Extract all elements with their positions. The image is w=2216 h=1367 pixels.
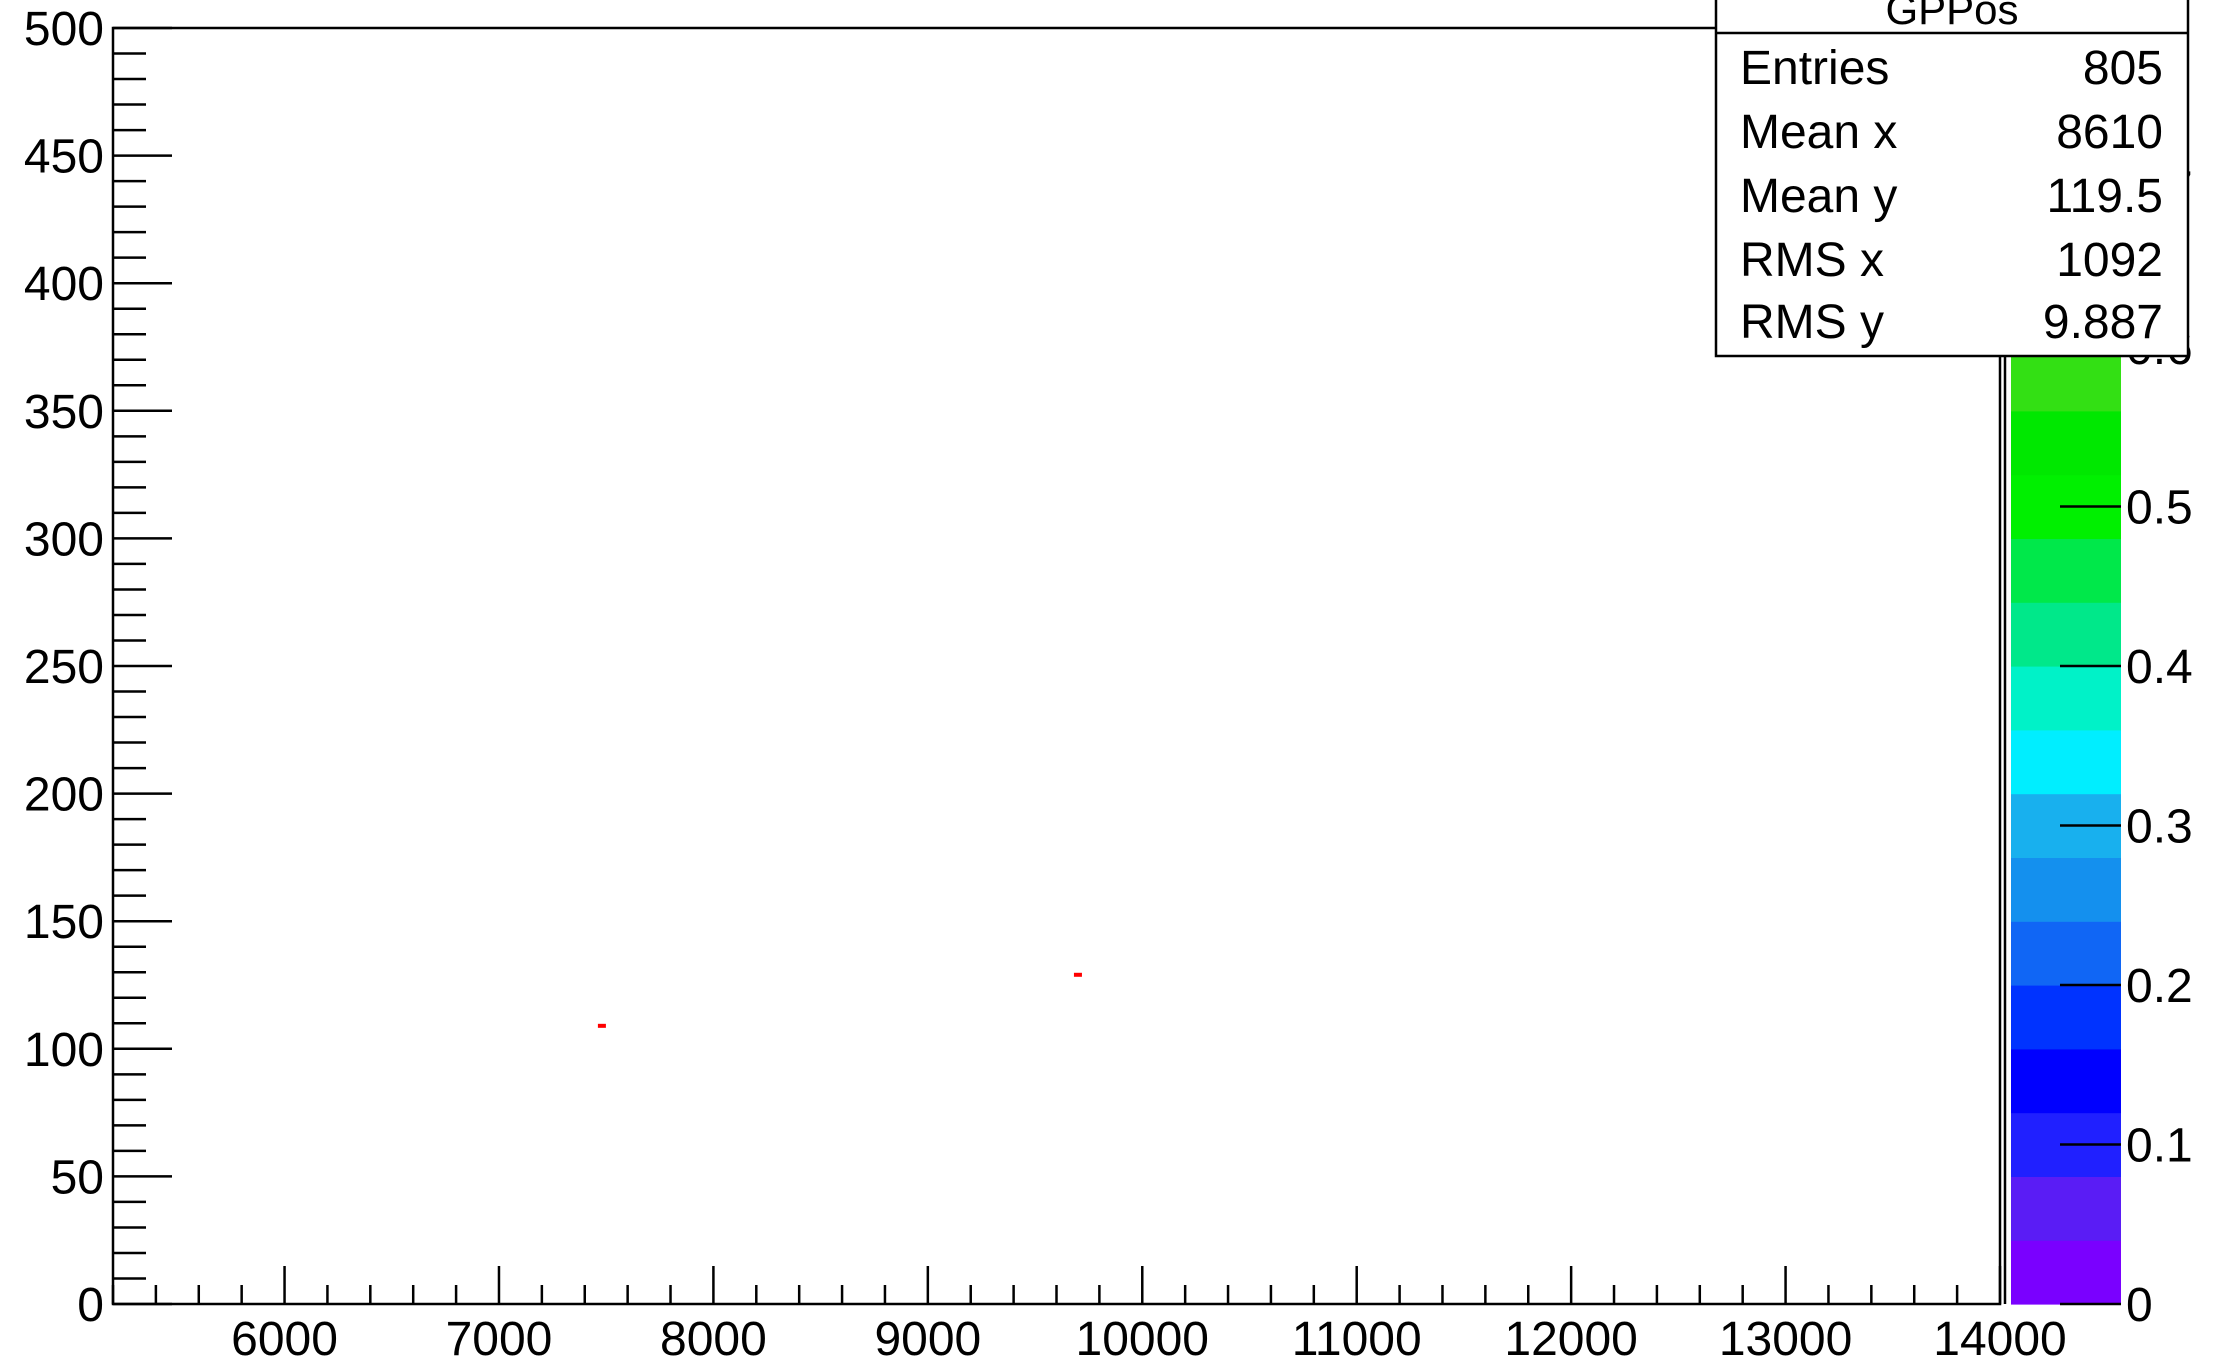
x-axis: 6000 7000 8000 9000 10000 11000 12000 13000 1400… [111,1266,2067,1366]
y-tick-label: 250 [24,641,104,694]
palette-band [2011,921,2121,986]
x-tick-label: 9000 [874,1313,981,1366]
x-tick-label: 14000 [1933,1313,2066,1366]
y-tick-label: 150 [24,896,104,949]
y-tick-label: 500 [24,3,104,56]
stats-label-mean-x: Mean x [1740,106,1897,159]
palette-band [2011,538,2121,603]
stats-box: GPPos Entries 805 Mean x 8610 Mean y 119… [1714,0,2190,358]
palette-band [2011,602,2121,667]
x-tick-label: 6000 [231,1313,338,1366]
palette-tick-label: 0.2 [2126,960,2193,1013]
stats-label-entries: Entries [1740,42,1889,95]
palette-band [2011,985,2121,1050]
data-point [1073,972,1082,977]
palette-tick-label: 0.4 [2126,641,2193,694]
data-layer [597,972,1082,1028]
palette-band [2011,1240,2121,1305]
stats-box-title: GPPos [1885,0,2018,33]
stats-value-mean-x: 8610 [2056,106,2163,159]
palette-tick-label: 0.5 [2126,482,2193,535]
y-tick-label: 0 [77,1279,104,1332]
y-tick-label: 400 [24,258,104,311]
y-axis: 0 50 100 150 200 250 300 350 400 450 500 [24,3,172,1332]
palette-band [2011,666,2121,731]
y-tick-label: 350 [24,386,104,439]
palette-band [2011,1176,2121,1241]
stats-label-rms-x: RMS x [1740,234,1884,287]
x-tick-label: 12000 [1504,1313,1637,1366]
stats-label-mean-y: Mean y [1740,170,1897,223]
palette-band [2011,857,2121,922]
x-tick-label: 7000 [446,1313,553,1366]
stats-label-rms-y: RMS y [1740,296,1884,349]
stats-value-rms-x: 1092 [2056,234,2163,287]
stats-box-border [1714,0,2190,358]
y-tick-label: 100 [24,1024,104,1077]
x-tick-label: 8000 [660,1313,767,1366]
x-tick-label: 11000 [1292,1313,1422,1366]
y-tick-label: 450 [24,131,104,184]
y-tick-label: 50 [51,1151,104,1204]
palette-tick-label: 0.1 [2126,1120,2193,1173]
palette-band [2011,1048,2121,1114]
palette-tick-label: 0.3 [2126,801,2193,854]
x-tick-label: 13000 [1719,1313,1852,1366]
palette-band [2011,347,2121,412]
stats-value-rms-y: 9.887 [2043,296,2163,349]
palette-tick-label: 0 [2126,1279,2153,1332]
stats-value-mean-y: 119.5 [2046,170,2163,223]
palette-band [2011,729,2121,795]
stats-value-entries: 805 [2083,42,2163,95]
y-tick-label: 200 [24,769,104,822]
data-point [597,1023,606,1028]
y-tick-label: 300 [24,513,104,566]
x-tick-label: 10000 [1076,1313,1209,1366]
palette-band [2011,410,2121,476]
